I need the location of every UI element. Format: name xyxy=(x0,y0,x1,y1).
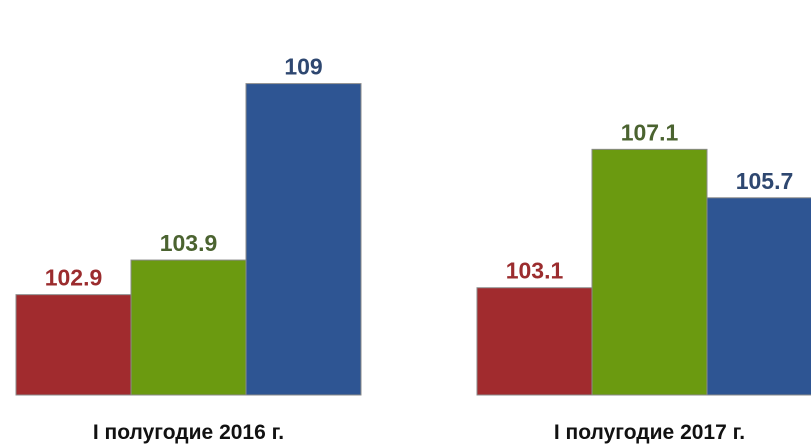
bar-1-3 xyxy=(245,83,362,396)
bar-2-1 xyxy=(476,287,593,396)
data-label-2-3: 105.7 xyxy=(736,168,794,194)
data-label-1-2: 103.9 xyxy=(160,230,218,256)
bar-2-3 xyxy=(706,197,811,396)
bar-1-2 xyxy=(130,259,247,396)
category-labels-layer: I полугодие 2016 г. I полугодие 2017 г. xyxy=(93,421,745,444)
data-label-2-2: 107.1 xyxy=(621,119,679,145)
data-label-1-3: 109 xyxy=(284,54,322,80)
bar-2-2 xyxy=(591,148,708,396)
data-label-2-1: 103.1 xyxy=(506,258,564,284)
data-labels-layer: 102.9 103.9 109 103.1 107.1 105.7 xyxy=(45,54,794,291)
bar-1-1 xyxy=(15,294,132,396)
bars-layer xyxy=(15,83,811,396)
category-label-2: I полугодие 2017 г. xyxy=(554,421,745,444)
data-label-1-1: 102.9 xyxy=(45,265,103,291)
category-label-1: I полугодие 2016 г. xyxy=(93,421,284,444)
